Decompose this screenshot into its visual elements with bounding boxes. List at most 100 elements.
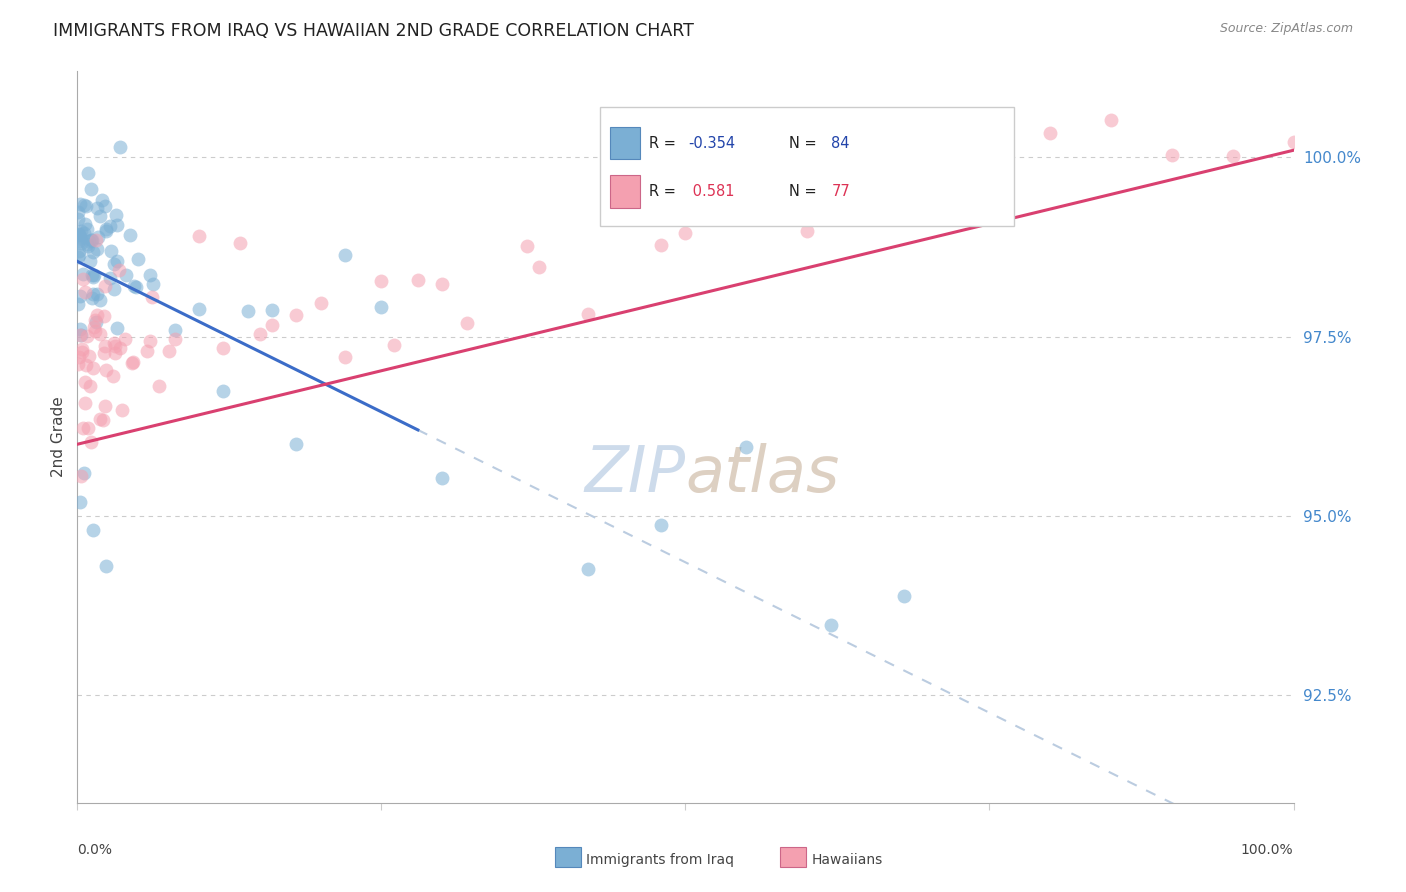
- Point: [1099, 113, 1122, 128]
- Point: [430, 471, 453, 485]
- Point: [820, 617, 842, 632]
- Point: [918, 180, 941, 194]
- Point: [69, 197, 91, 211]
- Point: [108, 263, 131, 277]
- Point: [108, 140, 131, 154]
- Bar: [610, 176, 640, 208]
- Point: [69, 230, 91, 244]
- Point: [122, 278, 145, 293]
- Text: atlas: atlas: [686, 442, 839, 505]
- Point: [115, 268, 138, 282]
- Point: [84, 233, 107, 247]
- Point: [127, 252, 149, 266]
- Point: [67, 211, 90, 226]
- Point: [382, 338, 405, 352]
- Point: [893, 589, 915, 603]
- Point: [86, 287, 108, 301]
- Point: [105, 320, 128, 334]
- Point: [66, 250, 89, 264]
- Point: [79, 234, 101, 248]
- Point: [430, 277, 453, 291]
- Point: [66, 357, 89, 371]
- Point: [82, 524, 104, 538]
- Point: [84, 313, 107, 327]
- Point: [83, 319, 105, 334]
- Point: [856, 148, 879, 162]
- Point: [122, 354, 145, 368]
- Point: [100, 244, 122, 259]
- Point: [735, 441, 758, 455]
- Point: [103, 336, 125, 351]
- Point: [1039, 126, 1062, 140]
- Point: [136, 344, 159, 359]
- Point: [82, 244, 104, 259]
- Text: Immigrants from Iraq: Immigrants from Iraq: [586, 853, 734, 867]
- Point: [229, 235, 252, 250]
- Point: [70, 345, 93, 359]
- Point: [98, 270, 121, 285]
- Point: [80, 182, 103, 196]
- Point: [104, 346, 127, 360]
- Point: [70, 469, 93, 483]
- Point: [84, 324, 107, 338]
- Point: [67, 227, 90, 242]
- Point: [370, 274, 392, 288]
- Point: [89, 293, 111, 307]
- Point: [108, 341, 131, 355]
- Point: [93, 346, 115, 360]
- Point: [75, 217, 97, 231]
- Point: [72, 421, 94, 435]
- Point: [141, 290, 163, 304]
- Point: [77, 421, 100, 435]
- Point: [69, 288, 91, 302]
- Point: [796, 224, 818, 238]
- Point: [650, 238, 672, 252]
- Point: [86, 201, 108, 215]
- Point: [82, 286, 104, 301]
- Point: [94, 278, 117, 293]
- Text: ZIP: ZIP: [585, 442, 686, 505]
- Point: [69, 494, 91, 508]
- Point: [406, 272, 429, 286]
- Point: [67, 234, 90, 248]
- Point: [70, 327, 93, 342]
- Point: [84, 315, 107, 329]
- Point: [73, 375, 96, 389]
- Point: [67, 350, 90, 364]
- Point: [67, 227, 90, 242]
- Point: [82, 269, 104, 284]
- Point: [82, 361, 104, 376]
- Point: [114, 332, 136, 346]
- Point: [67, 297, 90, 311]
- Point: [370, 300, 392, 314]
- Text: N =: N =: [789, 136, 821, 151]
- Point: [142, 277, 165, 292]
- Point: [260, 318, 283, 332]
- Point: [93, 309, 115, 323]
- Point: [1282, 135, 1305, 149]
- Point: [104, 209, 127, 223]
- Point: [77, 239, 100, 253]
- Point: [516, 239, 538, 253]
- Point: [80, 435, 103, 450]
- Point: [613, 189, 636, 203]
- Point: [70, 225, 93, 239]
- FancyBboxPatch shape: [600, 107, 1014, 226]
- Point: [735, 147, 758, 161]
- Point: [86, 242, 108, 256]
- Point: [83, 268, 105, 282]
- Text: R =: R =: [650, 136, 681, 151]
- Point: [70, 236, 93, 251]
- Point: [77, 349, 100, 363]
- Point: [94, 362, 117, 376]
- Point: [979, 124, 1001, 138]
- Point: [125, 280, 148, 294]
- Bar: [610, 127, 640, 159]
- Point: [91, 413, 114, 427]
- Text: 100.0%: 100.0%: [1241, 843, 1294, 857]
- Point: [89, 327, 111, 342]
- Point: [110, 402, 132, 417]
- Point: [72, 267, 94, 281]
- Point: [103, 339, 125, 353]
- Point: [96, 221, 118, 235]
